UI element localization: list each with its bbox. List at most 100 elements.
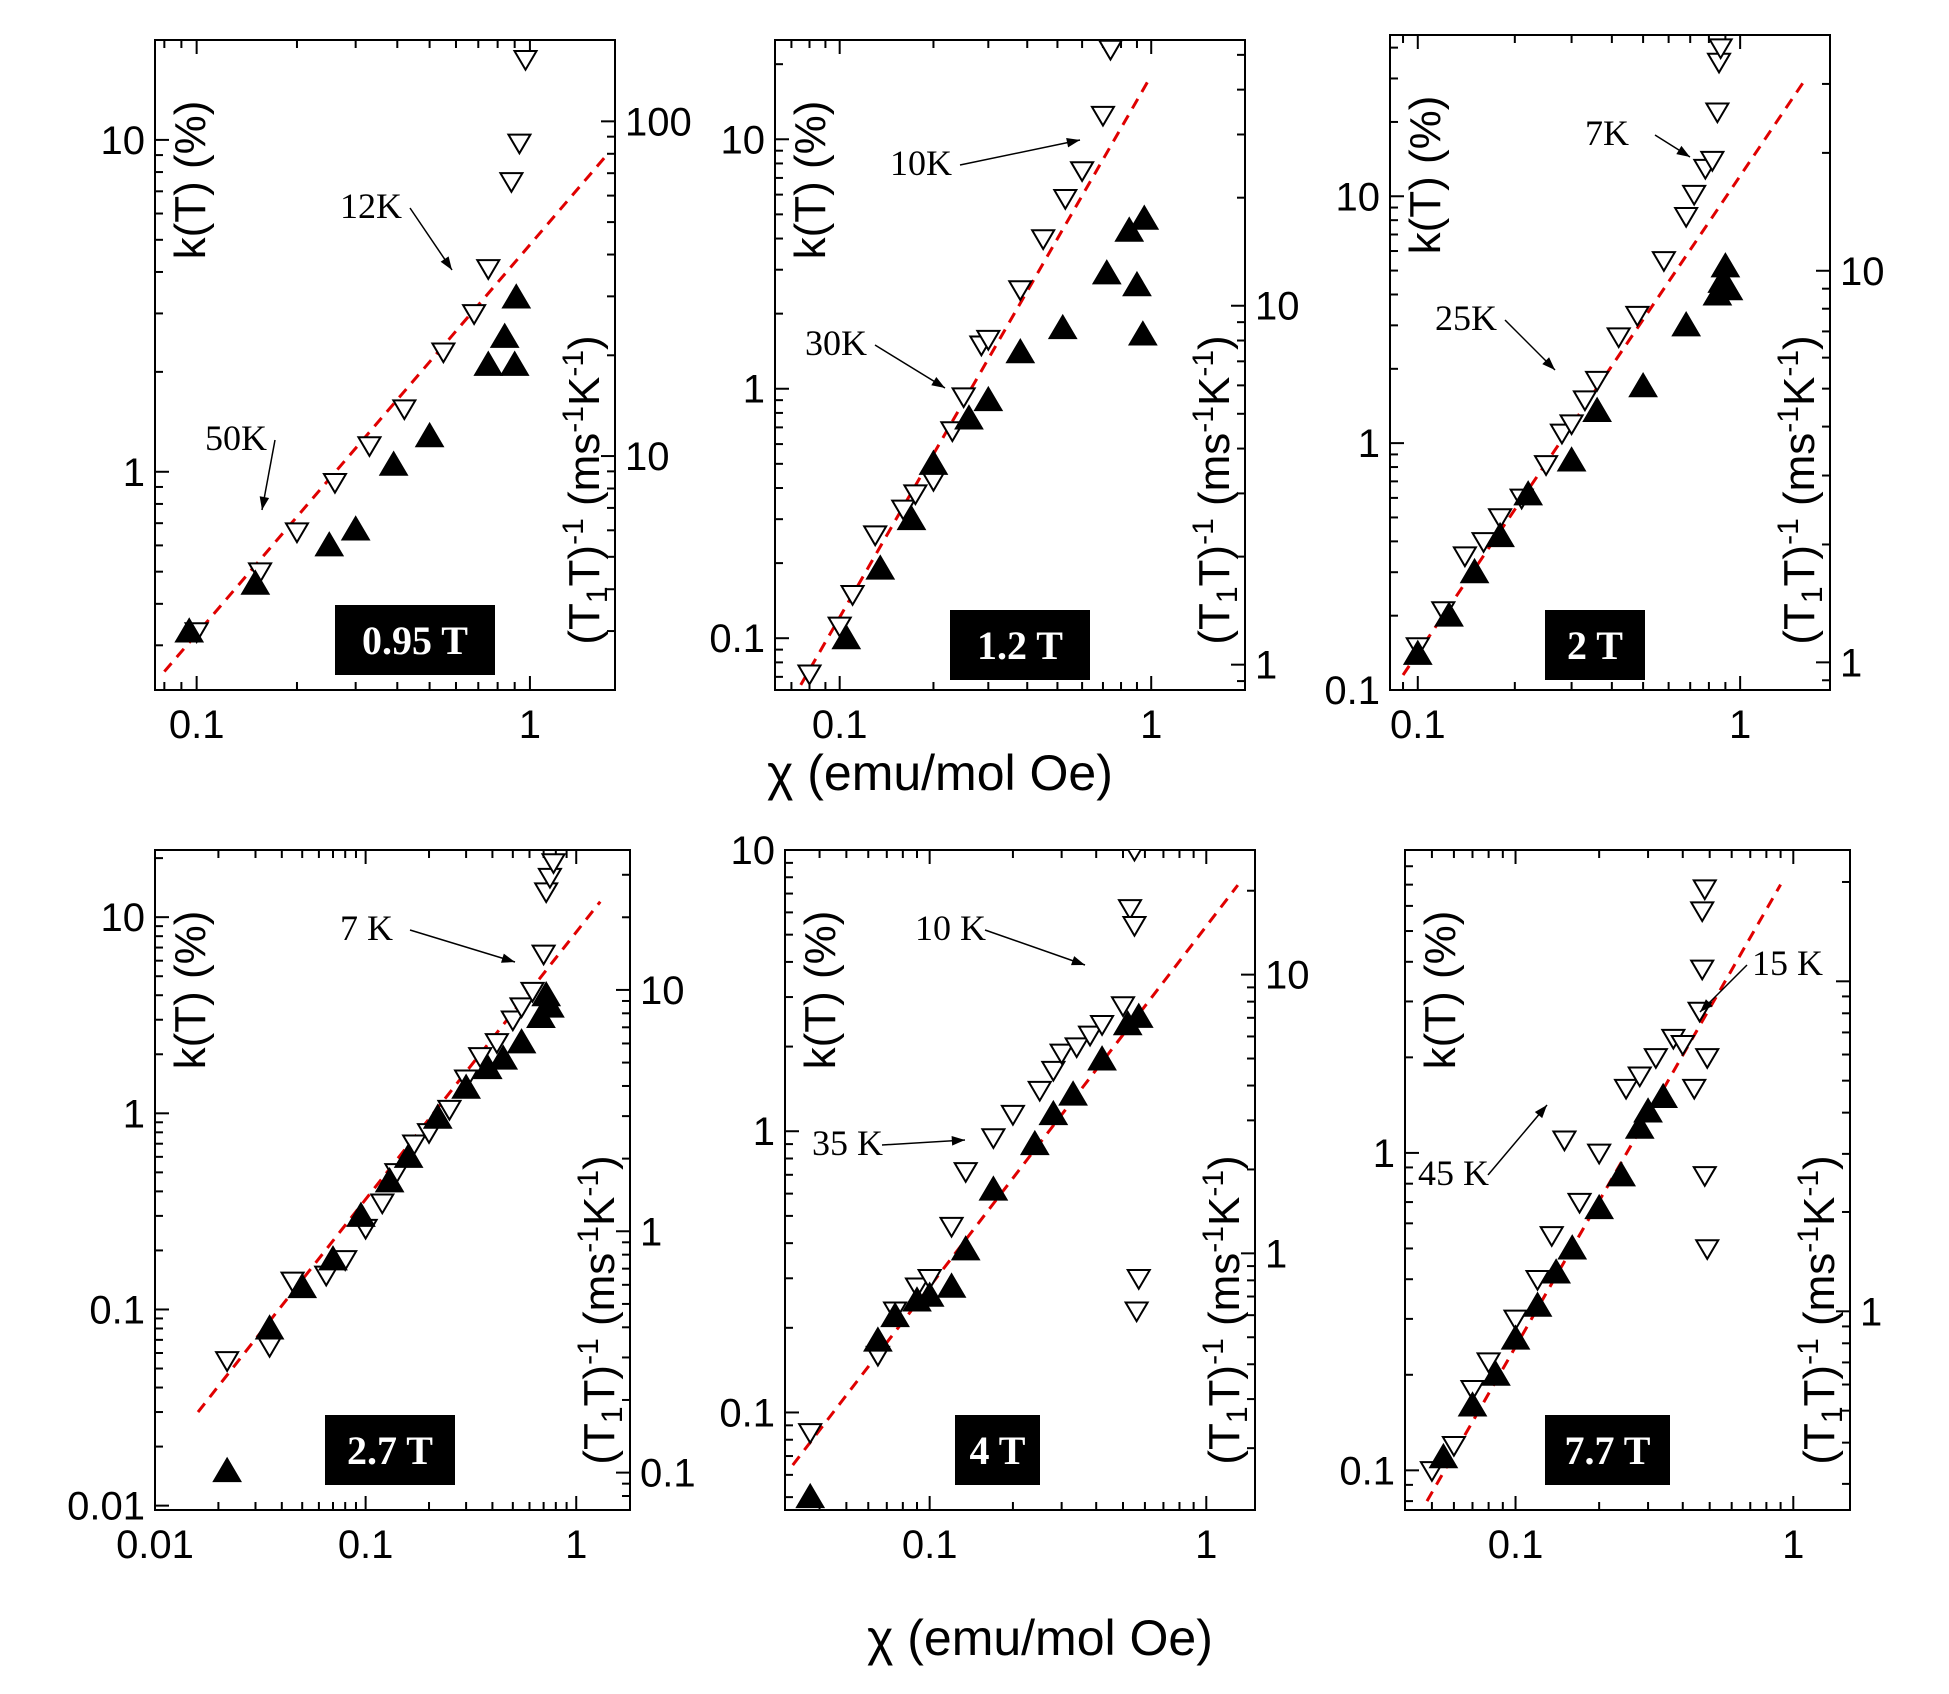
data-point-open xyxy=(1584,370,1610,393)
data-point-solid xyxy=(914,1281,945,1307)
annotation-label: 45 K xyxy=(1418,1153,1489,1193)
data-point-open xyxy=(1475,1352,1502,1375)
data-point-solid xyxy=(1485,521,1515,548)
data-point-solid xyxy=(978,1175,1009,1201)
data-point-solid xyxy=(1710,252,1741,278)
data-point-open xyxy=(1572,390,1598,413)
data-point-open xyxy=(1692,1166,1718,1188)
arrow-head xyxy=(931,377,945,388)
field-label: 2 T xyxy=(1567,623,1623,668)
data-point-solid xyxy=(1606,1161,1637,1187)
panel-1: 0.1 1 1 10 10 100 k(T) (%) (T1T)-1 (ms-1K-1) 12K… xyxy=(101,39,692,747)
arrow-head xyxy=(1066,137,1080,148)
field-label-box xyxy=(950,610,1090,680)
field-label-box xyxy=(325,1415,455,1485)
y-tick-label: 0.1 xyxy=(719,1391,775,1435)
data-point-solid xyxy=(422,1103,453,1129)
data-point-open xyxy=(506,133,533,156)
y-tick-label: 0.1 xyxy=(1324,669,1380,713)
data-point-solid xyxy=(489,322,520,348)
arrow-head xyxy=(1700,999,1713,1012)
field-label-box xyxy=(1545,610,1645,680)
data-point-solid xyxy=(1624,1113,1655,1139)
data-point-solid xyxy=(535,992,565,1018)
data-point-open xyxy=(1694,1048,1720,1070)
plot-area xyxy=(791,850,1239,1509)
data-point-solid xyxy=(1713,274,1744,301)
plot-area xyxy=(196,853,602,1483)
data-point-solid xyxy=(1038,1099,1069,1126)
data-point-solid xyxy=(1005,338,1036,364)
data-point-open xyxy=(430,342,457,365)
arrow-head xyxy=(1071,956,1085,966)
right-axis-label: (T1T)-1 (ms-1K-1) xyxy=(1187,335,1244,644)
arrow-head xyxy=(1534,1105,1547,1119)
data-point-solid xyxy=(506,1028,537,1054)
data-point-open xyxy=(1063,1037,1090,1059)
data-point-open xyxy=(436,1099,463,1122)
data-point-open xyxy=(1030,229,1056,251)
data-point-open xyxy=(1643,1048,1669,1070)
data-point-open xyxy=(214,1351,240,1373)
right-axis-label: (T1T)-1 (ms-1K-1) xyxy=(1197,1155,1254,1464)
x-axis-label-bottom: χ (emu/mol Oe) xyxy=(867,1610,1213,1666)
data-point-solid xyxy=(212,1456,242,1483)
data-point-open xyxy=(1052,189,1079,211)
x-tick-label: 0.1 xyxy=(1390,703,1446,747)
data-point-solid xyxy=(831,623,862,650)
data-point-open xyxy=(1048,1043,1075,1066)
data-point-solid xyxy=(1434,601,1464,627)
annotation-arrow xyxy=(1487,1104,1548,1176)
annotation-arrow xyxy=(984,929,1086,966)
right-axis-label: (T1T)-1 (ms-1K-1) xyxy=(1792,1155,1849,1464)
annotation-label: 15 K xyxy=(1752,943,1823,983)
annotation-arrow xyxy=(959,139,1081,166)
y2-tick-label: 1 xyxy=(1860,1290,1882,1334)
field-label: 2.7 T xyxy=(347,1428,433,1473)
data-point-solid xyxy=(950,1235,981,1261)
y2-tick-label: 1 xyxy=(1840,641,1862,685)
y-tick-label: 1 xyxy=(123,1092,145,1136)
data-point-solid xyxy=(499,350,530,376)
arrow-head xyxy=(440,256,452,270)
panel-4: 0.01 0.1 1 0.01 0.1 1 10 0.1 1 10 k(T) (%) (T1T)-1 … xyxy=(67,849,696,1567)
x-tick-label: 1 xyxy=(519,703,541,747)
y2-tick-label: 10 xyxy=(625,435,670,479)
right-axis-label: (T1T)-1 (ms-1K-1) xyxy=(572,1155,629,1464)
y-tick-label: 1 xyxy=(1358,422,1380,466)
data-point-open xyxy=(1007,280,1034,302)
data-point-solid xyxy=(473,350,504,376)
data-point-solid xyxy=(318,1245,348,1271)
data-point-open xyxy=(322,472,348,495)
data-point-open xyxy=(1502,1309,1529,1332)
data-point-open xyxy=(537,867,563,890)
data-point-open xyxy=(1551,1130,1578,1153)
data-point-open xyxy=(512,49,539,72)
data-point-solid xyxy=(1671,311,1702,337)
data-point-solid xyxy=(414,421,445,448)
data-point-open xyxy=(950,387,977,410)
data-point-solid xyxy=(346,1201,376,1227)
data-point-solid xyxy=(880,1301,910,1328)
y-tick-label: 10 xyxy=(731,829,776,873)
data-point-open xyxy=(1117,899,1143,921)
y2-tick-label: 10 xyxy=(1265,954,1310,998)
field-label-box xyxy=(1545,1415,1670,1485)
panel-6: 0.1 1 0.1 1 1 k(T) (%) (T1T)-1 (ms-1K-1) 15 K 45… xyxy=(1339,849,1882,1567)
data-point-open xyxy=(797,1423,823,1445)
y2-tick-label: 1 xyxy=(1255,644,1277,688)
x-tick-label: 1 xyxy=(1729,703,1751,747)
data-point-open xyxy=(284,522,310,545)
left-axis-label: k(T) (%) xyxy=(786,101,835,260)
annotation-label: 25K xyxy=(1435,298,1497,338)
field-label-box xyxy=(955,1415,1040,1485)
panel-3: 0.1 1 0.1 1 10 1 10 k(T) (%) (T1T)-1 (ms-1K-1) 7K… xyxy=(1324,34,1885,747)
data-point-solid xyxy=(1122,270,1152,297)
data-point-open xyxy=(1558,414,1585,437)
y-tick-label: 0.1 xyxy=(709,617,765,661)
data-point-solid xyxy=(1582,396,1612,422)
data-point-open xyxy=(980,1128,1007,1150)
data-point-open xyxy=(916,1269,943,1291)
data-point-solid xyxy=(1058,1080,1088,1106)
